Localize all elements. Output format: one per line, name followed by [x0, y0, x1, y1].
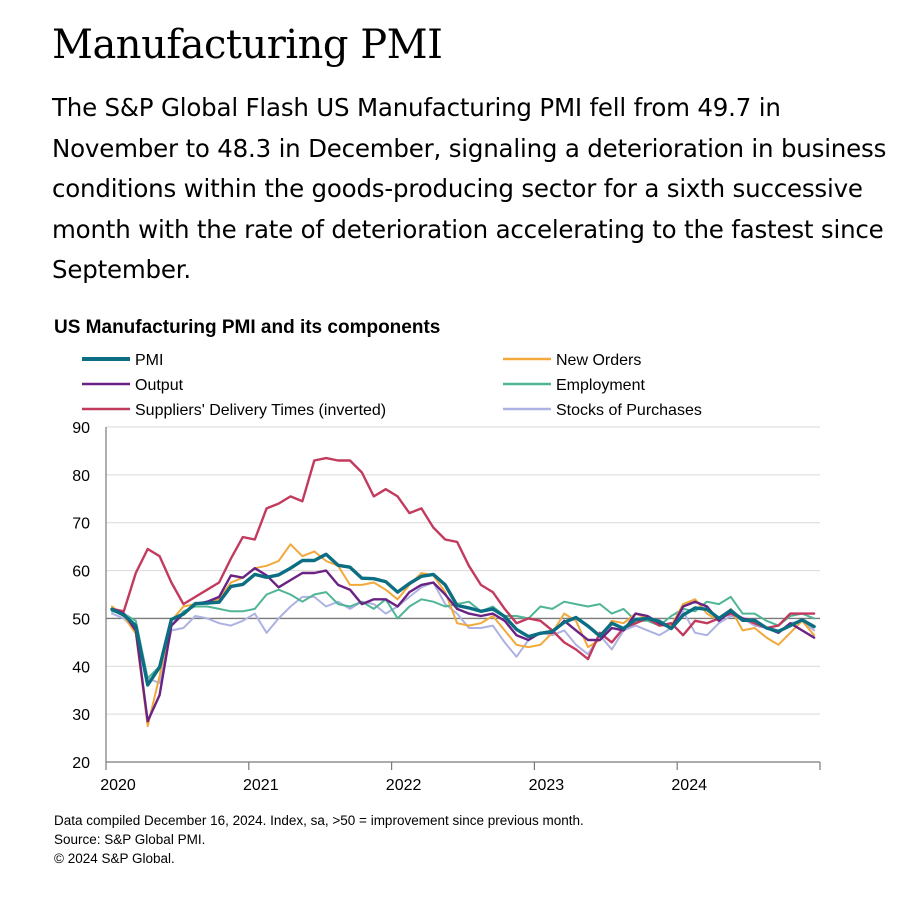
footer-source: Source: S&P Global PMI. — [54, 832, 206, 847]
y-tick-label: 40 — [72, 659, 90, 676]
chart-series-lines — [110, 456, 816, 728]
x-tick-label: 2023 — [529, 777, 565, 794]
chart-footer: Data compiled December 16, 2024. Index, … — [54, 811, 584, 868]
legend-label: Output — [135, 377, 184, 394]
y-tick-label: 80 — [72, 468, 90, 485]
legend-label: Employment — [556, 377, 645, 394]
y-tick-label: 30 — [72, 707, 90, 724]
x-tick-label: 2024 — [671, 777, 707, 794]
footer-note: Data compiled December 16, 2024. Index, … — [54, 813, 584, 828]
legend-label: Suppliers' Delivery Times (inverted) — [135, 402, 386, 419]
series-line-new-orders — [111, 543, 816, 728]
footer-copyright: © 2024 S&P Global. — [54, 851, 175, 866]
page-title: Manufacturing PMI — [52, 22, 443, 68]
x-tick-label: 2021 — [243, 777, 279, 794]
x-tick-label: 2022 — [386, 777, 422, 794]
pmi-line-chart: 20 30 40 50 60 70 80 90 2020 2021 2022 2023 2024 PM… — [72, 352, 821, 794]
y-tick-label: 60 — [72, 564, 90, 581]
y-tick-label: 20 — [72, 755, 90, 772]
series-line-stocks-of-purchases — [111, 581, 816, 684]
chart-title: US Manufacturing PMI and its components — [54, 317, 441, 338]
legend-label: New Orders — [556, 352, 641, 369]
legend-label: Stocks of Purchases — [556, 402, 702, 419]
chart-legend: PMI Output Suppliers' Delivery Times (inve… — [82, 352, 702, 419]
lede-paragraph: The S&P Global Flash US Manufacturing PM… — [52, 93, 887, 284]
y-tick-label: 90 — [72, 420, 90, 437]
y-axis-tick-labels: 20 30 40 50 60 70 80 90 — [72, 420, 90, 772]
series-line-output — [110, 566, 816, 723]
series-line-pmi — [110, 552, 816, 687]
chart-grid — [105, 426, 821, 770]
y-tick-label: 50 — [72, 611, 90, 628]
y-tick-label: 70 — [72, 516, 90, 533]
x-tick-label: 2020 — [100, 777, 136, 794]
x-axis-tick-labels: 2020 2021 2022 2023 2024 — [100, 777, 707, 794]
series-line-suppliers-delivery-times-inverted — [110, 456, 816, 661]
legend-label: PMI — [135, 352, 163, 369]
